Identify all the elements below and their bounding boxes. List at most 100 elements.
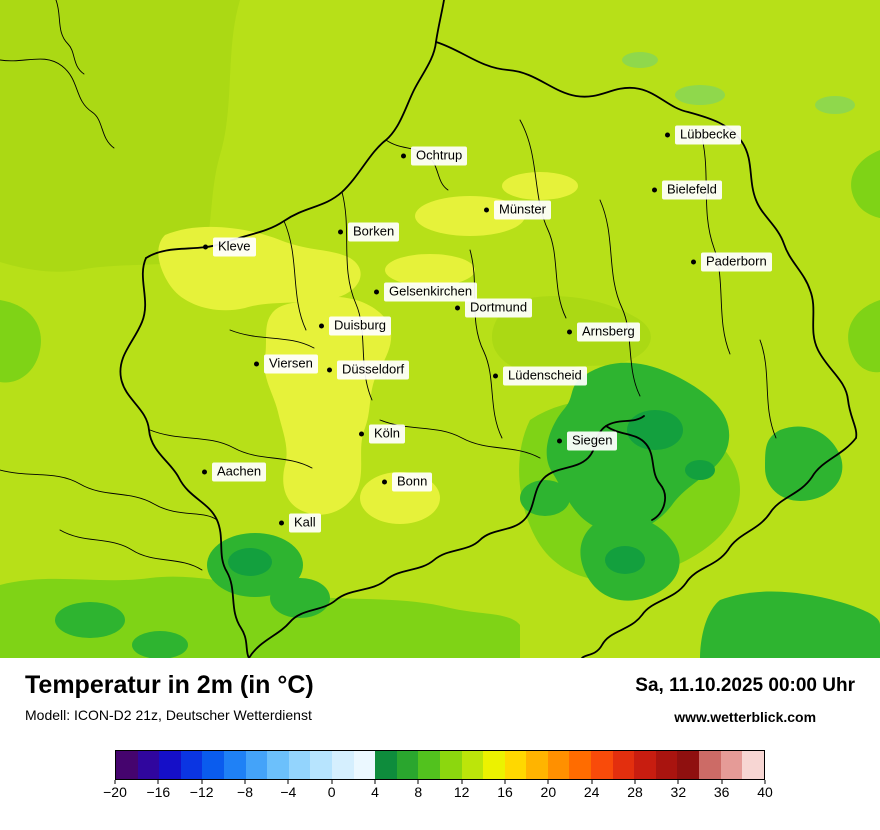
colorbar-tick [764, 780, 766, 784]
colorbar-tick-label: 16 [497, 784, 513, 800]
colorbar-tick [677, 780, 679, 784]
colorbar-tick [461, 780, 463, 784]
district-borders [0, 0, 777, 571]
city-dot-icon [455, 305, 460, 311]
city-dot-icon [484, 207, 489, 213]
city-label: Ochtrup [411, 146, 468, 166]
colorbar-tick [634, 780, 636, 784]
city-label: Duisburg [329, 316, 392, 336]
colorbar-tick-label: −4 [280, 784, 297, 800]
colorbar-segment [418, 751, 440, 779]
colorbar-segment [180, 751, 203, 779]
colorbar-tick-label: −8 [237, 784, 253, 800]
colorbar-segment [439, 751, 462, 779]
colorbar-segment [353, 751, 376, 779]
colorbar-segment [288, 751, 311, 779]
city-marker: Paderborn [691, 252, 772, 272]
city-marker: Duisburg [319, 316, 392, 336]
colorbar-segment [267, 751, 289, 779]
colorbar-segment [461, 751, 484, 779]
colorbar-tick-label: 12 [453, 784, 470, 800]
colorbar-tick-label: 24 [583, 784, 600, 800]
colorbar-segment [699, 751, 721, 779]
city-dot-icon [338, 229, 343, 235]
colorbar-tick-label: −20 [103, 784, 127, 800]
colorbar-tick [417, 780, 419, 784]
city-marker: Viersen [254, 354, 318, 374]
city-dot-icon [382, 479, 387, 485]
colorbar-segment [396, 751, 419, 779]
colorbar-segment [720, 751, 743, 779]
colorbar-tick-label: 4 [371, 784, 379, 800]
website-label: www.wetterblick.com [674, 709, 817, 725]
city-marker: Kall [279, 513, 321, 533]
temperature-map: Lübbecke Ochtrup Bielefeld Münster Borken Kle… [0, 0, 880, 658]
colorbar-segment [223, 751, 246, 779]
colorbar-segment [742, 751, 764, 779]
city-label: Köln [369, 424, 406, 444]
colorbar-tick-label: −12 [189, 784, 214, 800]
model-info: Modell: ICON-D2 21z, Deutscher Wetterdie… [25, 707, 312, 723]
city-dot-icon [493, 373, 498, 379]
colorbar-segment [655, 751, 678, 779]
colorbar-tick [157, 780, 159, 784]
city-label: Arnsberg [577, 322, 640, 342]
city-dot-icon [279, 520, 284, 526]
city-marker: Düsseldorf [327, 360, 410, 380]
city-dot-icon [202, 469, 207, 475]
city-marker: Dortmund [455, 298, 533, 318]
city-label: Kleve [213, 237, 256, 257]
colorbar-segment [331, 751, 354, 779]
colorbar-ticks: −20 −16 −12 −8 −4 0 4 8 12 16 20 24 28 32 36 40 [103, 780, 773, 804]
city-dot-icon [254, 361, 259, 367]
map-footer: Temperatur in 2m (in °C) Modell: ICON-D2… [0, 658, 880, 830]
city-label: Dortmund [465, 298, 533, 318]
colorbar-segment [612, 751, 635, 779]
city-dot-icon [557, 438, 562, 444]
city-label: Düsseldorf [337, 360, 410, 380]
city-label: Lüdenscheid [503, 366, 587, 386]
colorbar-tick-label: 20 [540, 784, 557, 800]
city-label: Bielefeld [662, 180, 722, 200]
colorbar-tick-label: 32 [670, 784, 687, 800]
city-label: Borken [348, 222, 400, 242]
city-label: Aachen [212, 462, 267, 482]
city-dot-icon [691, 259, 696, 265]
city-marker: Borken [338, 222, 400, 242]
colorbar-segment [526, 751, 548, 779]
colorbar-tick-label: −16 [146, 784, 171, 800]
colorbar-tick [374, 780, 376, 784]
city-marker: Münster [484, 200, 551, 220]
city-marker: Bielefeld [652, 180, 722, 200]
city-marker: Lübbecke [665, 125, 742, 145]
colorbar-tick-label: 0 [327, 784, 336, 800]
city-marker: Kleve [203, 237, 256, 257]
colorbar-tick-label: 8 [414, 784, 423, 800]
colorbar-segments [115, 750, 765, 780]
city-marker: Ochtrup [401, 146, 468, 166]
colorbar-tick [547, 780, 549, 784]
colorbar-tick [287, 780, 289, 784]
colorbar-segment [310, 751, 332, 779]
city-layer: Lübbecke Ochtrup Bielefeld Münster Borken Kle… [202, 125, 772, 533]
colorbar-tick [591, 780, 593, 784]
city-label: Bonn [392, 472, 433, 492]
city-marker: Gelsenkirchen [374, 282, 478, 302]
colorbar-tick-label: 36 [713, 784, 730, 800]
colorbar-tick-label: 28 [627, 784, 643, 800]
city-dot-icon [203, 244, 208, 250]
city-label: Münster [494, 200, 551, 220]
forecast-datetime: Sa, 11.10.2025 00:00 Uhr [635, 675, 855, 696]
colorbar-segment [547, 751, 570, 779]
colorbar-tick-label: 40 [757, 784, 773, 800]
colorbar-tick [114, 780, 116, 784]
city-label: Gelsenkirchen [384, 282, 478, 302]
colorbar-segment [116, 751, 138, 779]
colorbar-tick [504, 780, 506, 784]
city-dot-icon [567, 329, 572, 335]
city-dot-icon [327, 367, 332, 373]
colorbar-segment [677, 751, 700, 779]
colorbar-tick [331, 780, 333, 784]
colorbar-segment [375, 751, 397, 779]
